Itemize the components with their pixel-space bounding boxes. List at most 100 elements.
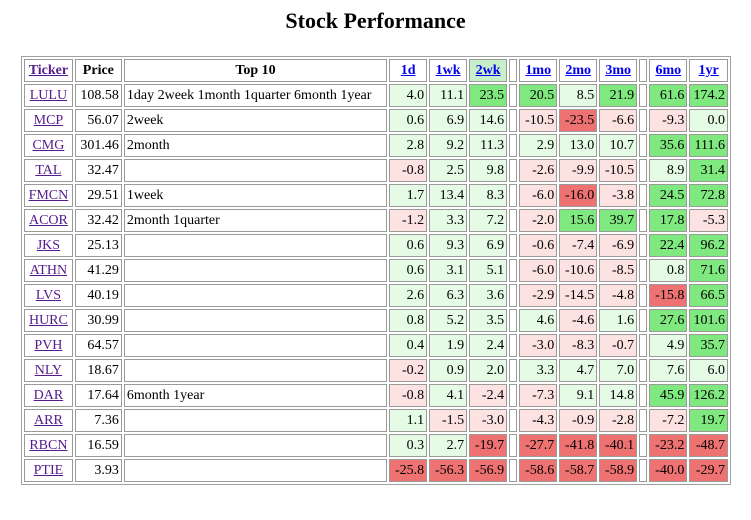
return-cell-1mo: -58.6 bbox=[519, 459, 558, 482]
ticker-link[interactable]: CMG bbox=[32, 138, 65, 153]
ticker-link[interactable]: HURC bbox=[28, 313, 68, 328]
period-column-header-2mo[interactable]: 2mo bbox=[559, 59, 598, 82]
return-cell-1wk: 0.9 bbox=[429, 359, 468, 382]
ticker-link[interactable]: ATHN bbox=[29, 263, 68, 278]
ticker-link[interactable]: ARR bbox=[34, 413, 63, 428]
column-gap bbox=[639, 284, 648, 307]
column-gap bbox=[639, 59, 648, 82]
price-cell: 7.36 bbox=[74, 409, 122, 432]
ticker-cell[interactable]: HURC bbox=[24, 309, 73, 332]
ticker-sort-link[interactable]: Ticker bbox=[28, 63, 69, 78]
period-column-header-3mo[interactable]: 3mo bbox=[599, 59, 638, 82]
return-cell-6mo: -23.2 bbox=[649, 434, 688, 457]
sort-link-2wk[interactable]: 2wk bbox=[475, 63, 501, 78]
ticker-cell[interactable]: DAR bbox=[24, 384, 73, 407]
ticker-cell[interactable]: ATHN bbox=[24, 259, 73, 282]
return-cell-2wk: 8.3 bbox=[469, 184, 508, 207]
sort-link-1wk[interactable]: 1wk bbox=[435, 63, 461, 78]
column-gap bbox=[639, 259, 648, 282]
period-column-header-1mo[interactable]: 1mo bbox=[519, 59, 558, 82]
ticker-cell[interactable]: PTIE bbox=[24, 459, 73, 482]
column-gap bbox=[509, 209, 518, 232]
ticker-cell[interactable]: MCP bbox=[24, 109, 73, 132]
return-cell-1d: -25.8 bbox=[389, 459, 428, 482]
period-column-header-1d[interactable]: 1d bbox=[389, 59, 428, 82]
ticker-link[interactable]: NLY bbox=[34, 363, 63, 378]
price-cell: 41.29 bbox=[74, 259, 122, 282]
period-column-header-1wk[interactable]: 1wk bbox=[429, 59, 468, 82]
return-cell-2wk: 14.6 bbox=[469, 109, 508, 132]
return-cell-1d: 1.7 bbox=[389, 184, 428, 207]
ticker-cell[interactable]: JKS bbox=[24, 234, 73, 257]
return-cell-6mo: -15.8 bbox=[649, 284, 688, 307]
return-cell-2wk: -3.0 bbox=[469, 409, 508, 432]
return-cell-2mo: -23.5 bbox=[559, 109, 598, 132]
ticker-cell[interactable]: TAL bbox=[24, 159, 73, 182]
return-cell-1yr: 0.0 bbox=[689, 109, 728, 132]
period-column-header-1yr[interactable]: 1yr bbox=[689, 59, 728, 82]
return-cell-1wk: 13.4 bbox=[429, 184, 468, 207]
ticker-cell[interactable]: FMCN bbox=[24, 184, 73, 207]
return-cell-2mo: -10.6 bbox=[559, 259, 598, 282]
return-cell-1mo: -10.5 bbox=[519, 109, 558, 132]
sort-link-1mo[interactable]: 1mo bbox=[525, 63, 552, 78]
top10-cell bbox=[123, 359, 388, 382]
return-cell-1d: 0.3 bbox=[389, 434, 428, 457]
top10-cell bbox=[123, 234, 388, 257]
ticker-cell[interactable]: LULU bbox=[24, 84, 73, 107]
sort-link-6mo[interactable]: 6mo bbox=[655, 63, 682, 78]
period-column-header-2wk[interactable]: 2wk bbox=[469, 59, 508, 82]
column-gap bbox=[509, 284, 518, 307]
column-gap bbox=[639, 109, 648, 132]
ticker-link[interactable]: PVH bbox=[34, 338, 63, 353]
ticker-cell[interactable]: PVH bbox=[24, 334, 73, 357]
return-cell-1mo: 4.6 bbox=[519, 309, 558, 332]
return-cell-2mo: -41.8 bbox=[559, 434, 598, 457]
price-cell: 40.19 bbox=[74, 284, 122, 307]
sort-link-2mo[interactable]: 2mo bbox=[565, 63, 592, 78]
column-gap bbox=[639, 434, 648, 457]
sort-link-1yr[interactable]: 1yr bbox=[698, 63, 719, 78]
ticker-cell[interactable]: LVS bbox=[24, 284, 73, 307]
top10-cell bbox=[123, 309, 388, 332]
price-cell: 16.59 bbox=[74, 434, 122, 457]
column-gap bbox=[509, 309, 518, 332]
ticker-link[interactable]: PTIE bbox=[33, 463, 64, 478]
return-cell-1d: -0.2 bbox=[389, 359, 428, 382]
ticker-link[interactable]: RBCN bbox=[29, 438, 68, 453]
ticker-cell[interactable]: CMG bbox=[24, 134, 73, 157]
ticker-link[interactable]: TAL bbox=[35, 163, 62, 178]
return-cell-6mo: 45.9 bbox=[649, 384, 688, 407]
return-cell-1mo: -6.0 bbox=[519, 184, 558, 207]
top10-cell: 2month 1quarter bbox=[123, 209, 388, 232]
column-gap bbox=[639, 134, 648, 157]
top10-cell: 2week bbox=[123, 109, 388, 132]
ticker-cell[interactable]: ACOR bbox=[24, 209, 73, 232]
ticker-link[interactable]: LVS bbox=[35, 288, 61, 303]
return-cell-1yr: 35.7 bbox=[689, 334, 728, 357]
sort-link-3mo[interactable]: 3mo bbox=[605, 63, 632, 78]
return-cell-1mo: 3.3 bbox=[519, 359, 558, 382]
ticker-cell[interactable]: RBCN bbox=[24, 434, 73, 457]
period-column-header-6mo[interactable]: 6mo bbox=[649, 59, 688, 82]
return-cell-3mo: -10.5 bbox=[599, 159, 638, 182]
return-cell-2mo: -14.5 bbox=[559, 284, 598, 307]
return-cell-1mo: -6.0 bbox=[519, 259, 558, 282]
ticker-column-header[interactable]: Ticker bbox=[24, 59, 73, 82]
ticker-cell[interactable]: NLY bbox=[24, 359, 73, 382]
return-cell-1mo: 2.9 bbox=[519, 134, 558, 157]
price-cell: 32.42 bbox=[74, 209, 122, 232]
sort-link-1d[interactable]: 1d bbox=[400, 63, 416, 78]
ticker-link[interactable]: MCP bbox=[33, 113, 64, 128]
ticker-link[interactable]: DAR bbox=[33, 388, 64, 403]
top10-cell: 2month bbox=[123, 134, 388, 157]
ticker-link[interactable]: FMCN bbox=[28, 188, 69, 203]
return-cell-2wk: 23.5 bbox=[469, 84, 508, 107]
ticker-link[interactable]: LULU bbox=[29, 88, 68, 103]
return-cell-6mo: 17.8 bbox=[649, 209, 688, 232]
ticker-cell[interactable]: ARR bbox=[24, 409, 73, 432]
return-cell-2wk: 2.0 bbox=[469, 359, 508, 382]
ticker-link[interactable]: ACOR bbox=[28, 213, 68, 228]
return-cell-3mo: -3.8 bbox=[599, 184, 638, 207]
ticker-link[interactable]: JKS bbox=[36, 238, 61, 253]
